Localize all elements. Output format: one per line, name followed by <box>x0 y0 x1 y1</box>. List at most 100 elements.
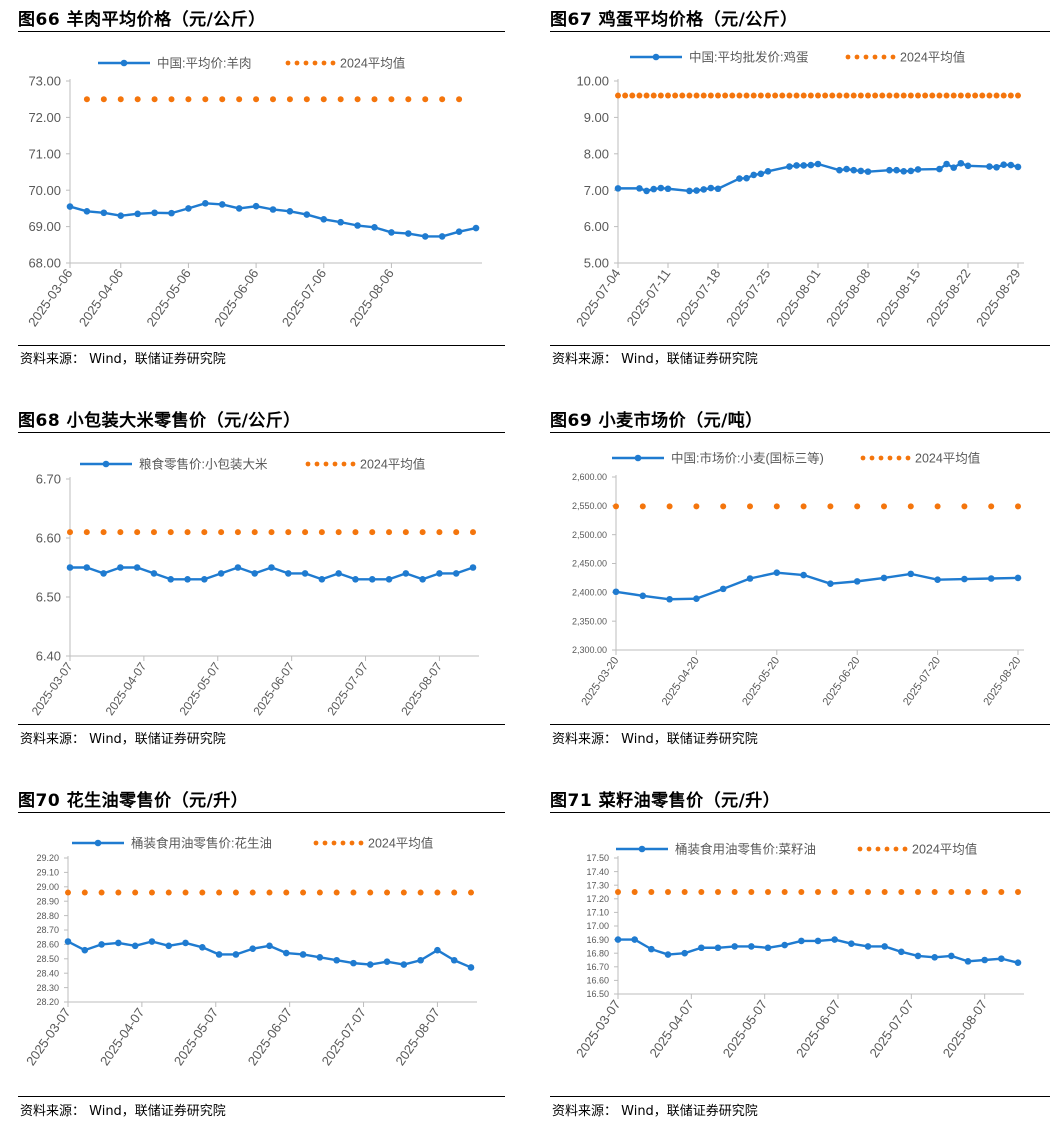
avg-dot <box>757 92 764 99</box>
series-marker <box>218 201 226 208</box>
y-tick-label: 16.50 <box>586 989 609 999</box>
series-marker <box>886 166 893 174</box>
avg-dot <box>798 889 805 895</box>
source-note: 资料来源： Wind，联储证券研究院 <box>552 1104 758 1119</box>
series-marker <box>333 956 340 964</box>
avg-dot <box>202 96 209 103</box>
series-marker <box>907 167 915 175</box>
series-marker <box>850 166 858 174</box>
series-marker <box>636 185 643 192</box>
avg-dot <box>218 529 225 536</box>
legend-avg-dot <box>305 461 311 467</box>
series-marker <box>182 939 189 947</box>
avg-dot <box>316 889 323 896</box>
series-marker <box>282 949 290 957</box>
avg-dot <box>615 92 621 99</box>
avg-dot <box>134 529 141 536</box>
avg-dot <box>622 92 629 99</box>
series-marker <box>100 209 108 217</box>
series-marker <box>1014 163 1022 171</box>
avg-dot <box>422 96 429 103</box>
series-marker <box>251 570 259 577</box>
y-tick-label: 2,500.00 <box>572 530 607 540</box>
avg-dot <box>786 92 793 99</box>
avg-dot <box>915 92 921 99</box>
avg-dot <box>743 92 750 99</box>
y-tick-label: 7.00 <box>584 183 609 198</box>
series-marker <box>115 939 122 947</box>
x-tick-label: 2025-07-07 <box>319 1005 369 1068</box>
source-note: 资料来源： Wind，联储证券研究院 <box>20 1104 226 1119</box>
avg-dot <box>639 503 646 510</box>
legend-avg-dot <box>869 455 875 461</box>
avg-dot <box>318 529 325 536</box>
legend-avg-dot <box>322 840 328 846</box>
y-tick-label: 2,450.00 <box>572 559 607 569</box>
series-marker <box>165 942 173 950</box>
series-marker <box>383 958 391 965</box>
series-marker <box>964 162 972 170</box>
title-rule <box>18 432 505 433</box>
legend-avg-dot <box>321 60 327 66</box>
legend-avg-dot <box>875 846 881 852</box>
y-tick-label: 2,350.00 <box>572 616 607 626</box>
x-tick-label: 2025-06-07 <box>250 659 297 718</box>
avg-dot <box>972 92 979 99</box>
avg-dot <box>388 96 395 103</box>
avg-dot <box>367 889 374 896</box>
series-marker <box>900 167 908 175</box>
legend-avg-dot <box>866 846 872 852</box>
avg-dot <box>67 529 73 536</box>
legend-avg-dot <box>349 840 355 846</box>
rapeseed-oil-price-chart: 16.50 16.60 16.70 16.80 16.90 17.00 17.10 17.20… <box>573 842 1024 1060</box>
source-rule <box>18 724 505 725</box>
y-tick-label: 28.70 <box>36 925 59 935</box>
legend-avg-dot <box>863 54 869 60</box>
x-tick-label: 2025-05-06 <box>143 266 193 329</box>
title-rule <box>550 812 1050 813</box>
x-tick-label: 2025-05-07 <box>720 997 770 1060</box>
avg-dot <box>350 889 357 896</box>
x-tick-label: 2025-08-07 <box>940 997 990 1060</box>
series-marker <box>83 208 91 215</box>
avg-dot <box>419 529 426 536</box>
avg-dot <box>386 529 393 536</box>
series-marker <box>151 209 158 217</box>
avg-dot <box>354 96 361 103</box>
series-marker <box>83 564 91 571</box>
series-marker <box>700 186 708 193</box>
avg-dot <box>865 889 871 895</box>
series-marker <box>773 569 781 577</box>
series-marker <box>201 576 208 583</box>
avg-dot <box>629 92 636 99</box>
legend-series-marker <box>120 59 128 67</box>
y-tick-label: 17.20 <box>586 894 609 904</box>
rice-price-chart: 6.40 6.50 6.60 6.70 2025-03-07 2025-04-07 2025… <box>29 457 479 718</box>
series-marker <box>614 936 622 943</box>
avg-dot <box>988 503 995 510</box>
avg-dot <box>729 92 736 99</box>
avg-dot <box>285 529 292 536</box>
legend-avg-dot <box>884 846 890 852</box>
avg-dot <box>185 96 192 103</box>
legend-avg-dot <box>358 840 364 846</box>
series-marker <box>786 163 793 170</box>
avg-dot <box>384 889 391 896</box>
series-marker <box>66 564 74 571</box>
y-tick-label: 6.00 <box>584 219 609 234</box>
legend-series-label: 桶装食用油零售价:菜籽油 <box>675 842 816 857</box>
x-tick-label: 2025-04-07 <box>646 997 696 1060</box>
avg-dot <box>468 889 474 896</box>
avg-dot <box>216 889 223 896</box>
avg-dot <box>1015 889 1021 895</box>
y-tick-label: 2,400.00 <box>572 587 607 597</box>
series-marker <box>864 943 872 950</box>
y-tick-label: 16.80 <box>586 948 609 958</box>
series-marker <box>217 570 225 577</box>
avg-dot <box>631 889 638 895</box>
avg-dot <box>881 889 888 895</box>
series-marker <box>402 570 410 577</box>
avg-dot <box>400 889 407 896</box>
series-marker <box>893 166 900 174</box>
series-marker <box>898 948 905 956</box>
